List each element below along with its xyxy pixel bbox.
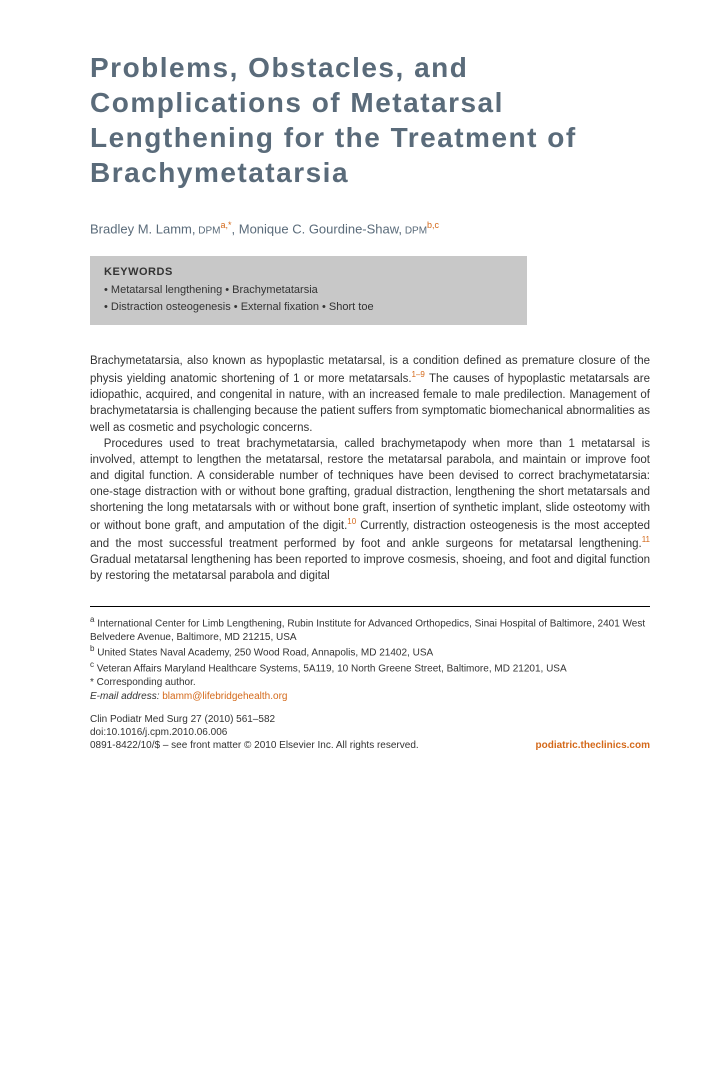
p2-text-c: Gradual metatarsal lengthening has been … <box>90 554 650 582</box>
affiliation-a-text: International Center for Limb Lengthenin… <box>90 618 645 643</box>
journal-citation: Clin Podiatr Med Surg 27 (2010) 561–582 <box>90 713 419 726</box>
author-1-name: Bradley M. Lamm, <box>90 221 195 236</box>
author-email[interactable]: blamm@lifebridgehealth.org <box>162 691 287 702</box>
p1-ref-1: 1–9 <box>412 370 425 379</box>
email-line: E-mail address: blamm@lifebridgehealth.o… <box>90 690 650 704</box>
copyright: 0891-8422/10/$ – see front matter © 2010… <box>90 739 419 752</box>
journal-link[interactable]: podiatric.theclinics.com <box>536 739 650 752</box>
footer-separator <box>90 606 650 607</box>
email-label: E-mail address: <box>90 691 159 702</box>
affiliation-b: b United States Naval Academy, 250 Wood … <box>90 644 650 660</box>
affiliation-c: c Veteran Affairs Maryland Healthcare Sy… <box>90 660 650 676</box>
p2-ref-1: 10 <box>347 517 356 526</box>
affiliations-block: a International Center for Limb Lengthen… <box>90 615 650 703</box>
doi: doi:10.1016/j.cpm.2010.06.006 <box>90 726 419 739</box>
paragraph-2: Procedures used to treat brachymetatarsi… <box>90 436 650 585</box>
affiliation-b-text: United States Naval Academy, 250 Wood Ro… <box>97 648 433 659</box>
author-separator: , <box>232 221 239 236</box>
author-line: Bradley M. Lamm, DPMa,*, Monique C. Gour… <box>90 220 650 236</box>
affiliation-c-text: Veteran Affairs Maryland Healthcare Syst… <box>97 664 567 675</box>
keywords-line-2: • Distraction osteogenesis • External fi… <box>104 299 513 316</box>
keywords-heading: KEYWORDS <box>104 266 513 278</box>
paragraph-1: Brachymetatarsia, also known as hypoplas… <box>90 353 650 435</box>
article-body: Brachymetatarsia, also known as hypoplas… <box>90 353 650 584</box>
article-title: Problems, Obstacles, and Complications o… <box>90 50 650 190</box>
author-2-name: Monique C. Gourdine-Shaw, <box>239 221 402 236</box>
publication-info: Clin Podiatr Med Surg 27 (2010) 561–582 … <box>90 713 650 752</box>
author-2-credential: DPM <box>402 225 427 236</box>
author-1-credential: DPM <box>195 225 220 236</box>
pub-left: Clin Podiatr Med Surg 27 (2010) 561–582 … <box>90 713 419 752</box>
author-1-affil-sup: a,* <box>220 220 231 230</box>
p2-ref-2: 11 <box>642 535 650 544</box>
keywords-list: • Metatarsal lengthening • Brachymetatar… <box>104 282 513 315</box>
keywords-line-1: • Metatarsal lengthening • Brachymetatar… <box>104 282 513 299</box>
affiliation-a: a International Center for Limb Lengthen… <box>90 615 650 644</box>
author-2-affil-sup: b,c <box>427 220 439 230</box>
p2-text-a: Procedures used to treat brachymetatarsi… <box>90 438 650 532</box>
corresponding-author: * Corresponding author. <box>90 676 650 690</box>
keywords-box: KEYWORDS • Metatarsal lengthening • Brac… <box>90 256 527 325</box>
